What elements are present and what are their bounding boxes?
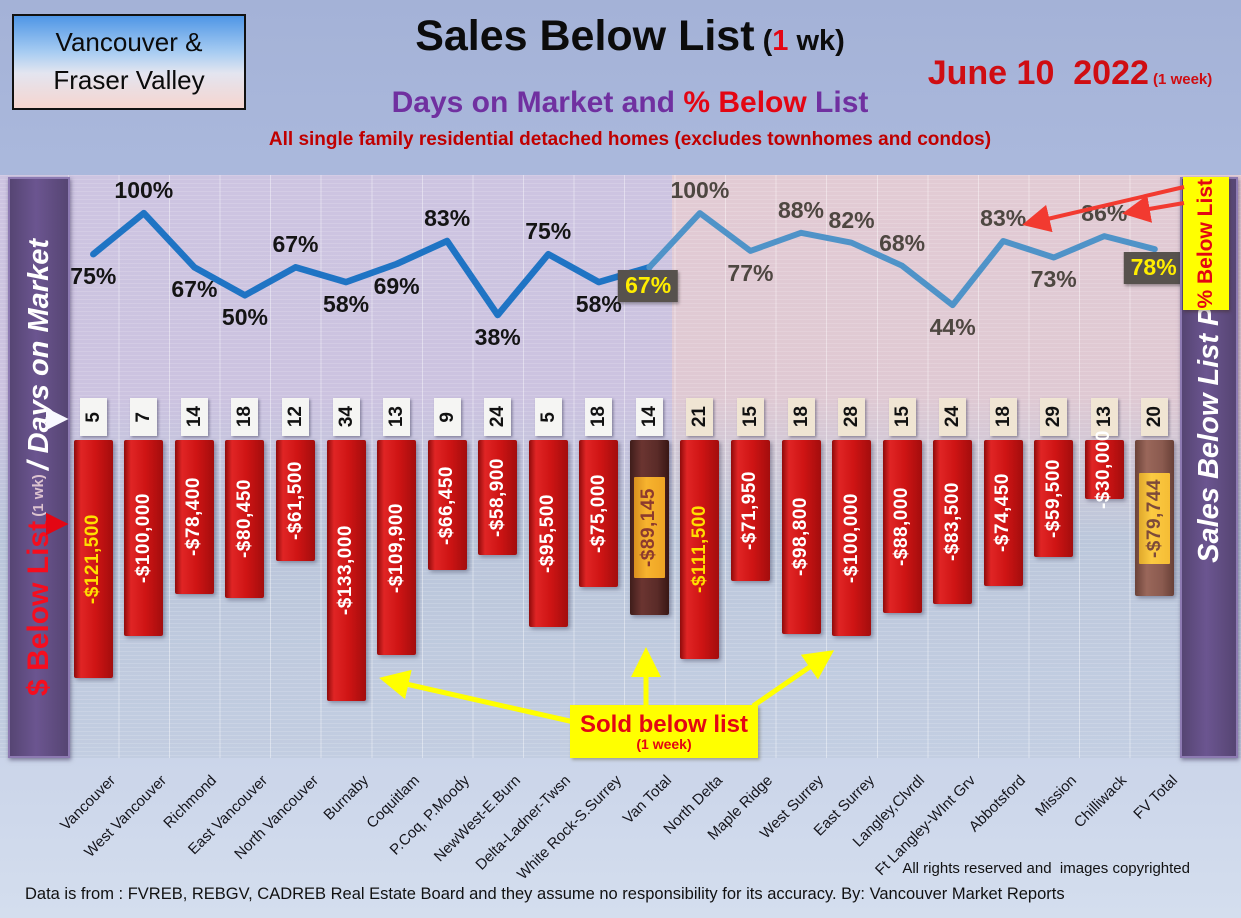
pct-label-17: 44% — [929, 314, 976, 341]
days-box-20: 13 — [1090, 398, 1118, 436]
page-tagline: All single family residential detached h… — [268, 129, 992, 150]
bar-15: -$100,000 — [832, 440, 872, 637]
chart-region: 75% 100% 67% 50% 67% 58% 69% 83% 38% 75% 58% 67% 100… — [0, 175, 1241, 758]
bar-19: -$59,500 — [1034, 440, 1074, 557]
days-box-3: 18 — [231, 398, 259, 436]
bar-16: -$88,000 — [882, 440, 922, 613]
pct-label-14: 88% — [777, 196, 825, 223]
bar-5: -$133,000 — [326, 440, 366, 701]
bar-value-box-21: -$79,744 — [1139, 472, 1171, 564]
bar-2: -$78,400 — [174, 440, 214, 594]
region-title-line2: Fraser Valley — [53, 65, 205, 95]
sold-below-list-text: Sold below list — [579, 710, 748, 738]
report-date-small: (1 week) — [1148, 71, 1213, 88]
bar-1: -$100,000 — [124, 440, 164, 637]
region-title-line1: Vancouver & — [55, 27, 203, 58]
subtitle-part2: % Below — [683, 86, 807, 119]
days-box-17: 24 — [939, 398, 967, 436]
days-box-12: 21 — [686, 398, 714, 436]
left-axis-sidebar: $ Below List (1 wk) / Days on Market — [8, 177, 70, 758]
copyright-note: All rights reserved and images copyright… — [902, 860, 1190, 877]
pct-label-10: 58% — [575, 291, 622, 318]
bar-13: -$71,950 — [730, 440, 770, 582]
bar-10: -$75,000 — [579, 440, 619, 588]
bar-9: -$95,500 — [528, 440, 568, 628]
subtitle-part3: List — [806, 86, 869, 119]
days-box-0: 5 — [79, 398, 107, 436]
days-box-13: 15 — [736, 398, 764, 436]
days-box-7: 9 — [433, 398, 461, 436]
page-title-paren-open: ( — [754, 25, 773, 57]
pct-label-0: 75% — [70, 263, 117, 290]
days-box-21: 20 — [1141, 398, 1169, 436]
subtitle-part1: Days on Market and — [391, 86, 684, 119]
region-title-box: Vancouver & Fraser Valley — [12, 14, 246, 110]
pct-label-1: 100% — [114, 177, 174, 204]
bar-18: -$74,450 — [983, 440, 1023, 586]
sold-below-list-callout: Sold below list (1 week) — [570, 705, 758, 758]
pct-label-15: 82% — [828, 206, 875, 233]
days-box-11: 14 — [635, 398, 663, 436]
days-box-18: 18 — [989, 398, 1017, 436]
days-box-2: 14 — [180, 398, 208, 436]
bar-20: -$30,000 — [1084, 430, 1124, 509]
bar-17: -$83,500 — [933, 440, 973, 604]
pct-label-7: 83% — [424, 205, 471, 231]
days-box-15: 28 — [838, 398, 866, 436]
days-box-8: 24 — [484, 398, 512, 436]
pct-label-9: 75% — [525, 218, 572, 245]
data-source-note: Data is from : FVREB, REBGV, CADREB Real… — [25, 885, 1065, 903]
bar-3: -$80,450 — [225, 440, 265, 598]
report-date-main: June 10 2022 — [927, 54, 1149, 92]
page-title-paren-num: 1 — [772, 25, 789, 57]
pct-label-16: 68% — [879, 229, 926, 256]
page-title-main: Sales Below List — [415, 12, 755, 60]
pct-line-segment — [90, 209, 653, 319]
days-box-14: 18 — [787, 398, 815, 436]
pct-label-11: 67% — [618, 270, 679, 303]
pct-line-segment — [646, 210, 1158, 309]
page-title: Sales Below List (1 wk) — [330, 12, 930, 61]
pct-label-19: 73% — [1030, 266, 1077, 293]
bar-21: -$79,744 — [1135, 440, 1175, 597]
page-title-paren-rest: wk) — [788, 25, 845, 57]
days-box-1: 7 — [130, 398, 158, 436]
days-box-10: 18 — [585, 398, 613, 436]
pct-label-6: 69% — [373, 273, 420, 300]
days-box-19: 29 — [1040, 398, 1068, 436]
days-box-16: 15 — [888, 398, 916, 436]
bar-7: -$66,450 — [427, 440, 467, 571]
bar-4: -$61,500 — [276, 440, 315, 561]
pct-below-list-callout: % Below List — [1183, 177, 1229, 310]
bar-value-box-11: -$89,145 — [633, 476, 665, 578]
bar-0: -$121,500 — [73, 440, 113, 679]
pct-label-18: 83% — [980, 205, 1027, 231]
bar-14: -$98,800 — [781, 440, 821, 634]
pct-label-2: 67% — [171, 276, 218, 303]
days-box-6: 13 — [383, 398, 411, 436]
pct-label-5: 58% — [323, 291, 370, 318]
bar-11: -$89,145 — [629, 440, 669, 615]
report-date: June 10 2022 (1 week) — [905, 54, 1235, 93]
page-subtitle: Days on Market and % Below List — [300, 86, 960, 120]
bar-12: -$111,500 — [680, 440, 720, 659]
pct-label-4: 67% — [272, 231, 319, 258]
pct-label-8: 38% — [474, 324, 521, 350]
pct-label-21: 78% — [1123, 252, 1184, 285]
days-box-5: 34 — [332, 398, 360, 436]
days-on-market-row: 5 7 14 18 12 34 13 9 24 5 18 14 21 15 18 28 15 24 18 29 13 20 — [0, 175, 1241, 758]
dollar-below-list-bars: -$121,500 -$100,000 -$78,400 -$80,450 -$61,5… — [0, 175, 1241, 758]
pct-label-13: 77% — [727, 259, 774, 286]
bar-8: -$58,900 — [478, 440, 518, 556]
days-box-9: 5 — [534, 398, 562, 436]
sold-below-list-subtext: (1 week) — [636, 735, 692, 752]
days-box-4: 12 — [282, 398, 309, 436]
pct-below-list-line-chart — [90, 209, 1158, 319]
pct-label-12: 100% — [670, 177, 730, 204]
pct-label-3: 50% — [221, 304, 268, 331]
bar-6: -$109,900 — [377, 440, 417, 656]
